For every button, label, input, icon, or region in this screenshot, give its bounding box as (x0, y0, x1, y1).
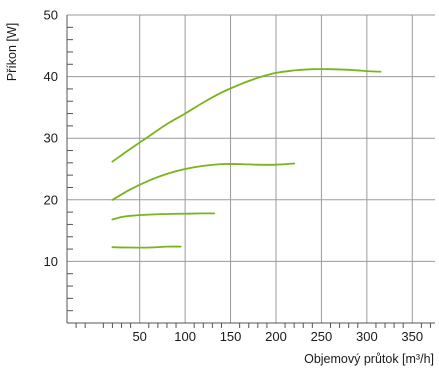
y-tick-label: 40 (44, 69, 58, 84)
x-tick-label: 350 (401, 329, 423, 344)
x-tick-label: 250 (311, 329, 333, 344)
x-tick-label: 50 (132, 329, 146, 344)
x-tick-label: 200 (265, 329, 287, 344)
tick-labels: 50 100 150 200 250 300 350 10 20 30 40 50 (44, 8, 424, 345)
x-tick-label: 100 (174, 329, 196, 344)
y-tick-label: 30 (44, 131, 58, 146)
series-line-1 (111, 68, 382, 163)
y-tick-label: 10 (44, 254, 58, 269)
series-line-2 (111, 162, 296, 201)
x-tick-label: 300 (356, 329, 378, 344)
series-line-3 (111, 212, 216, 221)
x-axis-label: Objemový průtok [m³/h] (304, 352, 434, 366)
grid (67, 14, 435, 323)
series-lines (111, 68, 382, 249)
y-tick-label: 50 (44, 8, 58, 23)
y-tick-label: 20 (44, 192, 58, 207)
series-line-4 (111, 245, 182, 249)
axes (66, 15, 435, 324)
y-axis-label: Příkon [W] (5, 23, 19, 81)
x-tick-label: 150 (220, 329, 242, 344)
minor-ticks (67, 26, 431, 328)
